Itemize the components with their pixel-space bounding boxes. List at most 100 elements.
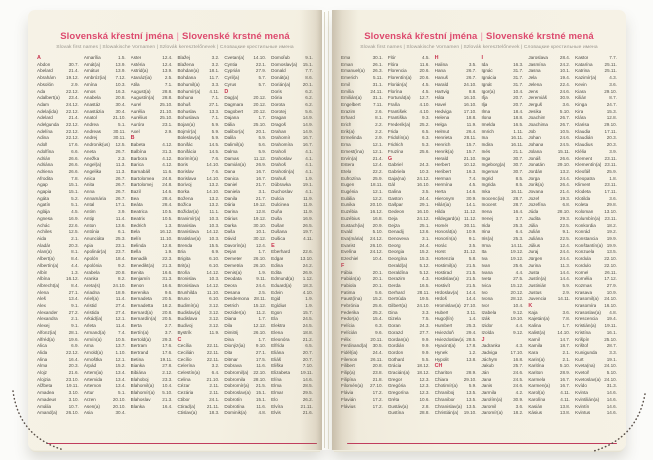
name-entry: Augustín(a) 28.8. — [131, 95, 173, 102]
name-text: Gustáv(a) — [387, 403, 408, 409]
name-text: Dalibor(a) — [224, 128, 245, 134]
name-entry: Astrid(a) 13.9. — [131, 68, 173, 75]
name-text: Irina — [481, 229, 491, 235]
nameday-date: 2.9. — [375, 135, 383, 141]
name-entry: Arkád(ia) 12.1. — [84, 316, 126, 323]
name-entry: Afrodita 7.8. — [37, 176, 79, 183]
name-entry: Damián(a) 26.9. — [224, 162, 266, 169]
name-entry: Koloman 13.10. — [575, 209, 617, 216]
name-text: Klaudia — [575, 128, 591, 134]
name-entry: Drahomír 16.7. — [271, 135, 313, 142]
name-text: Georgia — [387, 249, 405, 255]
nameday-date: 23.3. — [162, 376, 173, 382]
nameday-date: 14.12. — [206, 229, 220, 235]
name-entry: Erhard 8.1. — [341, 115, 383, 122]
nameday-date: 27.1. — [68, 289, 79, 295]
name-text: Filibert — [341, 363, 355, 369]
name-entry: Hugo(lín) 1.4. — [435, 316, 477, 323]
nameday-date: 19.11. — [66, 383, 79, 389]
name-text: Johan — [528, 135, 541, 141]
name-text: Geja — [387, 215, 398, 221]
name-entry: Gerda 16.5. — [388, 283, 430, 290]
name-text: Júda — [528, 209, 539, 215]
name-text: Herbert — [434, 162, 450, 168]
name-entry: Bohuslava 7.1. — [177, 115, 219, 122]
name-entry: Chotimír(a) 5.9. — [435, 383, 477, 390]
nameday-date: 20.7. — [513, 95, 524, 101]
name-entry: Andreas 30.11. — [84, 129, 126, 136]
title-slovak: Slovenské krstné mená — [486, 31, 594, 42]
name-entry: Amát(a) 13.9. — [84, 62, 126, 69]
name-text: Emília — [341, 88, 354, 94]
name-entry: Henrik(a) 15.7. — [435, 149, 477, 156]
nameday-date: 14.10. — [557, 329, 571, 335]
nameday-date: 21.6. — [302, 410, 313, 416]
name-text: Ignát — [481, 81, 492, 87]
name-text: Hieronym — [434, 195, 455, 201]
name-entry: Eva(mária) 24.12. — [341, 236, 383, 243]
name-entry: Dulcinea 11.9. — [271, 202, 313, 209]
nameday-date: 24.4. — [559, 256, 571, 262]
nameday-date: 30.7. — [513, 155, 524, 161]
name-entry: Jozefína 6.8. — [528, 202, 570, 209]
name-text: Bonifácia — [177, 148, 197, 154]
name-entry: Ela 24.5. — [271, 316, 313, 323]
name-entry: Armín(a) 10.5. — [84, 337, 126, 344]
name-text: Dalimil(a) — [224, 142, 244, 148]
nameday-date: 24.10. — [416, 303, 430, 309]
nameday-date: 31.1. — [372, 95, 383, 101]
name-entry: Edmund(a) 1.12. — [271, 276, 313, 283]
name-text: Ivica — [481, 282, 491, 288]
page-right[interactable]: Slovenská křestní jména | Slovenské krstné… — [332, 10, 626, 450]
name-text: Ctibor — [177, 396, 190, 402]
nameday-date: 31.7. — [513, 75, 524, 81]
nameday-date: 17.8. — [466, 343, 477, 349]
nameday-date: 26.4. — [466, 128, 477, 134]
name-entry: Alena 27.1. — [37, 290, 79, 297]
nameday-date: 4.11. — [560, 396, 571, 402]
name-entry: Hostirad 21.5. — [435, 270, 477, 277]
name-entry: Ignácia 31.7. — [481, 75, 523, 82]
name-entry: Arnoštka 12.1. — [84, 357, 126, 364]
name-entry: Demeter 26.10. — [224, 256, 266, 263]
name-text: Dúbravka — [271, 182, 291, 188]
name-text: Fábia — [341, 269, 353, 275]
name-text: Dobrotín — [224, 396, 242, 402]
page-left[interactable]: Slovenská křestní jména | Slovenské krstné… — [28, 10, 322, 450]
name-text: Kornel — [575, 269, 589, 275]
nameday-date: 15.7. — [466, 142, 477, 148]
nameday-date: 12.3. — [419, 390, 430, 396]
name-text: Jasmína — [528, 61, 546, 67]
name-text: Febrónia — [341, 303, 360, 309]
name-text: Jürgen — [528, 256, 543, 262]
name-text: Ingrida — [481, 182, 496, 188]
name-text: Eberhard — [271, 249, 291, 255]
nameday-date: 19.1. — [302, 182, 313, 188]
name-entry: Kleofáš 25.9. — [575, 169, 617, 176]
name-entry: Apolón 18.4. — [84, 256, 126, 263]
name-text: Bojan(a) — [177, 122, 195, 128]
name-text: Frida — [387, 128, 399, 134]
nameday-date: 30.7. — [513, 168, 524, 174]
name-text: Humbert — [434, 323, 453, 329]
name-entry: Eman 26.1. — [341, 62, 383, 69]
name-text: Dezider(a) — [224, 309, 246, 315]
nameday-date: 26.6. — [68, 155, 79, 161]
name-entry: Dúbravka 19.1. — [271, 182, 313, 189]
name-text: Kvintín — [575, 403, 590, 409]
name-entry: Cyntia 22.1. — [224, 62, 266, 69]
name-entry: Fraňa 4.10. — [388, 102, 430, 109]
name-entry: Edvin 4.10. — [271, 290, 313, 297]
name-text: Hrdoš — [434, 296, 447, 302]
nameday-date: 26.10. — [66, 410, 79, 416]
section-letter: F — [341, 262, 345, 269]
name-text: Dajana — [224, 115, 239, 121]
name-entry: Dalibor(a) 20.1. — [224, 129, 266, 136]
name-text: Beáta — [130, 202, 143, 208]
name-entry: Jolana 15.11. — [528, 149, 570, 156]
name-text: Chariton — [434, 370, 453, 376]
nameday-date: 12.4. — [255, 242, 267, 248]
nameday-date: 28.5. — [466, 336, 477, 342]
name-text: Augustín(a) — [130, 95, 155, 101]
name-entry: Fortunát(a) 12.7. — [388, 95, 430, 102]
